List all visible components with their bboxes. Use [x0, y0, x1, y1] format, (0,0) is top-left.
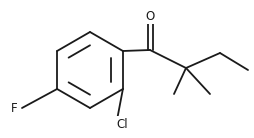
Text: F: F [11, 102, 17, 115]
Text: O: O [145, 10, 155, 22]
Text: Cl: Cl [116, 117, 128, 131]
